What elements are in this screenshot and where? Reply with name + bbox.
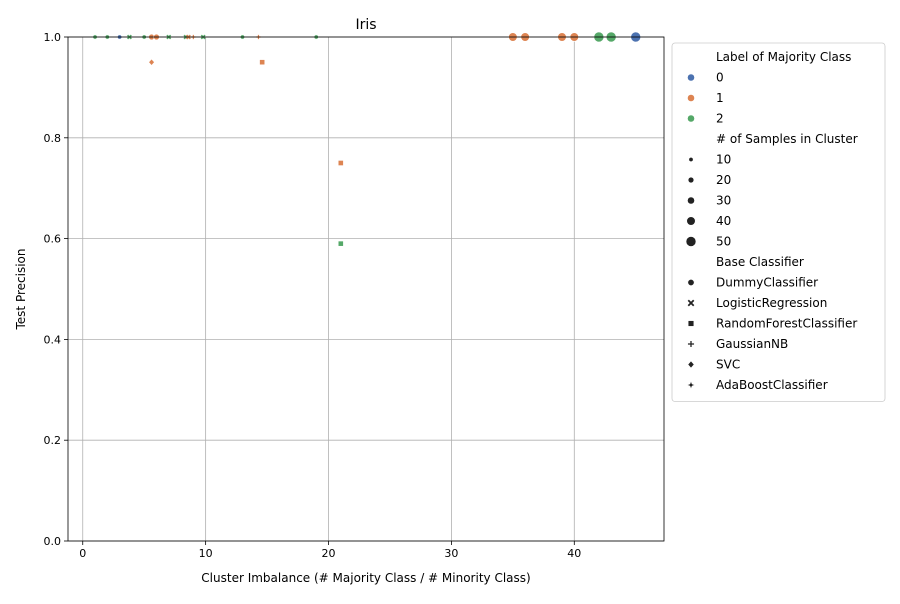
- legend-size-label: 50: [716, 235, 731, 249]
- y-tick-label: 0.4: [44, 333, 62, 346]
- x-tick-label: 40: [567, 547, 581, 560]
- x-tick-label: 10: [199, 547, 213, 560]
- legend-size-marker: [685, 236, 697, 247]
- axis-ticks: 0 10 20 30 40 0.0 0.2 0.4 0.6 0.8 1.0: [44, 31, 582, 560]
- chart-title: Iris: [355, 17, 376, 33]
- y-tick-label: 0.6: [44, 233, 62, 246]
- legend-hue-title: Label of Majority Class: [716, 50, 851, 64]
- legend-style-title: Base Classifier: [716, 255, 804, 269]
- data-point-diamond: [148, 58, 155, 66]
- legend-style-marker: [686, 380, 696, 390]
- legend-style-label: GaussianNB: [716, 337, 788, 351]
- legend-hue-marker: [687, 73, 695, 82]
- data-point-square: [337, 160, 344, 166]
- legend-size-title: # of Samples in Cluster: [716, 132, 858, 146]
- legend-style-label: DummyClassifier: [716, 276, 818, 290]
- legend-size-label: 20: [716, 173, 731, 187]
- y-axis-label: Test Precision: [14, 249, 28, 331]
- legend-frame: [671, 42, 886, 402]
- legend-style-label: SVC: [716, 358, 740, 372]
- legend-style-marker: [687, 278, 695, 286]
- legend-hue-label: 1: [716, 91, 724, 105]
- legend-style-marker: [687, 340, 695, 348]
- legend-style-marker: [687, 320, 695, 327]
- data-point-square: [337, 240, 344, 247]
- legend-size-marker: [687, 176, 695, 184]
- legend-style-marker: [687, 299, 695, 307]
- y-tick-label: 0.8: [44, 132, 62, 145]
- legend-size-marker: [686, 216, 696, 226]
- y-tick-label: 0.2: [44, 434, 62, 447]
- legend-size-label: 30: [716, 194, 731, 208]
- data-point-square: [259, 59, 266, 66]
- legend-hue-marker: [687, 94, 695, 102]
- legend-style-label: AdaBoostClassifier: [716, 378, 828, 392]
- legend: Label of Majority Class 0 1 2 # of Samples i…: [671, 42, 886, 402]
- legend-style-marker: [687, 360, 695, 369]
- y-tick-label: 1.0: [44, 31, 62, 44]
- plot-area-frame: [67, 36, 665, 542]
- legend-hue-marker: [687, 114, 695, 123]
- y-tick-label: 0.0: [44, 535, 62, 548]
- x-tick-label: 20: [322, 547, 336, 560]
- legend-style-label: RandomForestClassifier: [716, 317, 857, 331]
- legend-hue-label: 0: [716, 71, 724, 85]
- legend-size-marker: [687, 196, 695, 205]
- legend-size-label: 10: [716, 153, 731, 167]
- legend-size-label: 40: [716, 214, 731, 228]
- x-tick-label: 0: [79, 547, 86, 560]
- legend-size-marker: [688, 157, 694, 163]
- legend-hue-label: 2: [716, 112, 724, 126]
- x-axis-label: Cluster Imbalance (# Majority Class / # …: [201, 571, 530, 585]
- legend-style-label: LogisticRegression: [716, 296, 827, 310]
- x-tick-label: 30: [444, 547, 458, 560]
